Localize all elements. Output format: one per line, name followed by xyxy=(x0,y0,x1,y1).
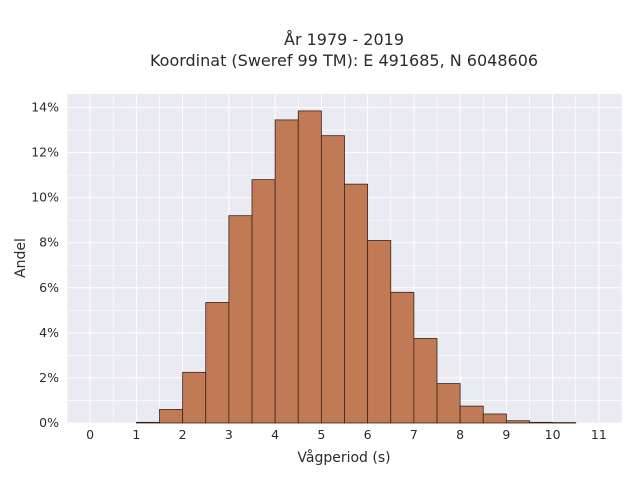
x-tick-label: 0 xyxy=(86,427,94,442)
grid-lines xyxy=(66,94,623,424)
y-tick-label: 10% xyxy=(31,190,59,205)
x-tick-label: 6 xyxy=(364,427,372,442)
y-tick-label: 4% xyxy=(39,325,59,340)
x-tick-label: 5 xyxy=(317,427,325,442)
x-tick-label: 8 xyxy=(456,427,464,442)
histogram-bar xyxy=(413,338,438,424)
histogram-bar xyxy=(505,420,530,424)
x-tick-label: 11 xyxy=(591,427,607,442)
x-tick-label: 2 xyxy=(179,427,187,442)
histogram-bar xyxy=(182,371,207,424)
x-tick-labels: 0 1 2 3 4 5 6 7 8 9 10 11 xyxy=(86,427,607,442)
chart-title-line1: År 1979 - 2019 xyxy=(284,30,404,49)
histogram-bar xyxy=(344,183,369,424)
y-tick-labels: 0% 2% 4% 6% 8% 10% 12% 14% xyxy=(31,100,59,430)
y-axis-label: Andel xyxy=(13,238,29,278)
y-tick-label: 0% xyxy=(39,415,59,430)
y-tick-label: 2% xyxy=(39,370,59,385)
histogram-bar xyxy=(274,119,299,424)
histogram-bar xyxy=(529,421,554,424)
y-tick-label: 6% xyxy=(39,280,59,295)
y-tick-label: 14% xyxy=(31,100,59,115)
histogram-bar xyxy=(459,405,484,424)
histogram-bar xyxy=(228,215,253,424)
x-tick-label: 7 xyxy=(410,427,418,442)
histogram-bar xyxy=(482,413,507,424)
chart-title-line2: Koordinat (Sweref 99 TM): E 491685, N 60… xyxy=(150,51,538,70)
y-tick-label: 12% xyxy=(31,145,59,160)
x-tick-label: 9 xyxy=(502,427,510,442)
histogram-bar xyxy=(390,291,415,424)
x-axis-label: Vågperiod (s) xyxy=(297,449,390,466)
y-tick-label: 8% xyxy=(39,235,59,250)
x-tick-label: 3 xyxy=(225,427,233,442)
x-tick-label: 10 xyxy=(545,427,561,442)
x-tick-label: 4 xyxy=(271,427,279,442)
histogram-bar xyxy=(297,110,322,424)
histogram-bar xyxy=(205,302,230,424)
histogram-bar xyxy=(135,421,160,424)
histogram-bar xyxy=(159,409,184,424)
histogram-bars xyxy=(135,110,577,424)
histogram-bar xyxy=(320,135,345,424)
histogram-bar xyxy=(367,240,392,424)
x-tick-label: 1 xyxy=(132,427,140,442)
histogram-bar xyxy=(251,179,276,424)
histogram-bar xyxy=(436,383,461,424)
histogram-bar xyxy=(552,422,577,424)
